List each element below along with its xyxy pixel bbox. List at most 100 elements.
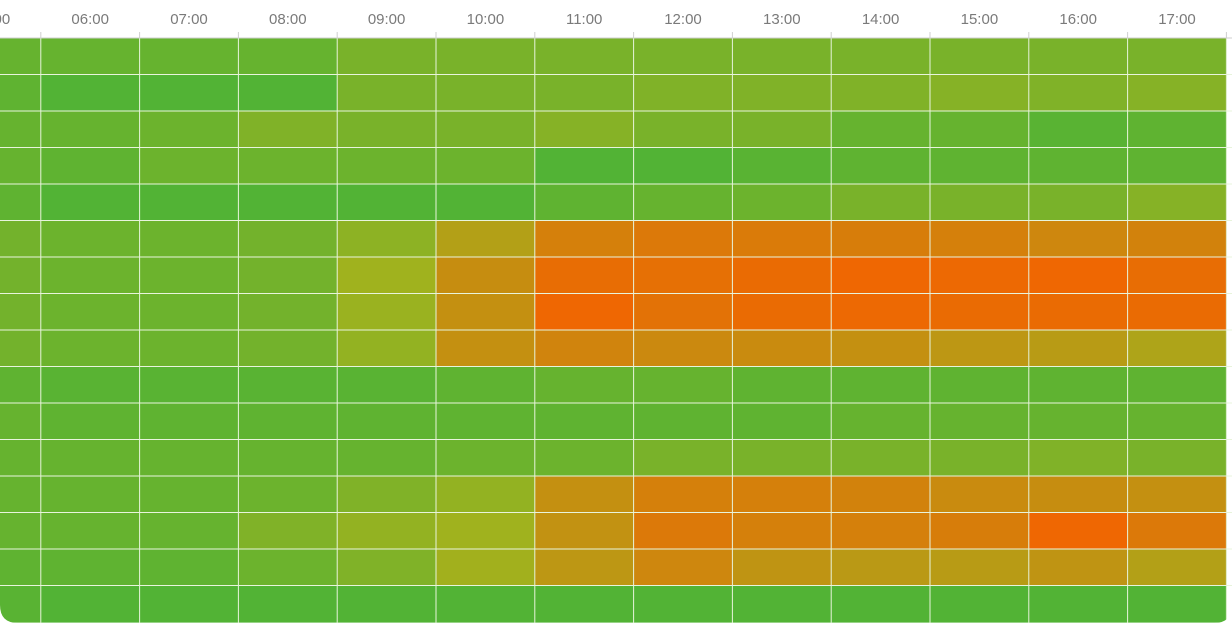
heatmap-cell [40, 111, 141, 149]
heatmap-cells [0, 38, 1227, 623]
heatmap-cell [139, 74, 239, 112]
heatmap-cell [238, 38, 338, 76]
heatmap-cell [238, 184, 338, 222]
heatmap-cell [732, 38, 832, 76]
heatmap-cell [436, 220, 536, 258]
heatmap-cell [40, 257, 141, 295]
heatmap-cell [534, 257, 635, 295]
heatmap-cell [337, 38, 437, 76]
heatmap-cell [831, 184, 931, 222]
heatmap-cell [831, 257, 931, 295]
heatmap-cell [0, 293, 42, 331]
heatmap-cell [1028, 439, 1129, 477]
heatmap-cell [1028, 366, 1129, 404]
heatmap-cell [633, 366, 733, 404]
heatmap-cell [534, 184, 635, 222]
heatmap-cell [633, 585, 733, 623]
heatmap-cell [139, 512, 239, 550]
heatmap-cell [1028, 74, 1129, 112]
heatmap-cell [40, 403, 141, 441]
heatmap-cell [1028, 38, 1129, 76]
heatmap-cell [732, 439, 832, 477]
heatmap-cell [238, 585, 338, 623]
heatmap-cell [40, 330, 141, 368]
heatmap-cell [534, 293, 635, 331]
heatmap-cell [238, 330, 338, 368]
heatmap-cell [337, 439, 437, 477]
heatmap-cell [0, 512, 42, 550]
heatmap-cell [930, 293, 1030, 331]
heatmap-cell [139, 257, 239, 295]
x-tick-label: 14:00 [862, 11, 900, 28]
x-tick-label: 10:00 [467, 11, 505, 28]
heatmap-cell [732, 476, 832, 514]
heatmap-cell [139, 476, 239, 514]
heatmap-cell [534, 220, 635, 258]
heatmap-cell [732, 147, 832, 185]
heatmap-cell [40, 184, 141, 222]
heatmap-cell [337, 111, 437, 149]
heatmap-cell [1127, 439, 1227, 477]
heatmap-cell [1028, 220, 1129, 258]
heatmap-cell [0, 257, 42, 295]
heatmap-cell [1127, 111, 1227, 149]
heatmap-cell [534, 439, 635, 477]
x-tick-label: 05:00 [0, 11, 10, 28]
heatmap-cell [930, 512, 1030, 550]
heatmap-cell [337, 476, 437, 514]
heatmap-cell [337, 257, 437, 295]
heatmap-cell [732, 403, 832, 441]
heatmap-cell [337, 330, 437, 368]
heatmap-cell [633, 111, 733, 149]
heatmap-cell [732, 366, 832, 404]
x-tick-label: 09:00 [368, 11, 406, 28]
heatmap-cell [1028, 257, 1129, 295]
x-tick-label: 11:00 [566, 11, 602, 28]
heatmap-cell [1127, 512, 1227, 550]
heatmap-cell [831, 330, 931, 368]
heatmap-cell [534, 585, 635, 623]
heatmap-cell [732, 184, 832, 222]
heatmap-cell [732, 74, 832, 112]
heatmap-cell [930, 366, 1030, 404]
x-tick-label: 15:00 [961, 11, 999, 28]
heatmap-cell [1127, 476, 1227, 514]
heatmap-cell [831, 38, 931, 76]
heatmap-cell [238, 366, 338, 404]
heatmap-cell [930, 549, 1030, 587]
heatmap-cell [534, 74, 635, 112]
heatmap-cell [534, 403, 635, 441]
heatmap-cell [0, 220, 42, 258]
heatmap-cell [534, 366, 635, 404]
heatmap-cell [930, 330, 1030, 368]
heatmap-cell [436, 476, 536, 514]
heatmap-cell [1127, 293, 1227, 331]
heatmap-cell [1028, 403, 1129, 441]
heatmap-cell [139, 549, 239, 587]
heatmap-cell [1028, 330, 1129, 368]
heatmap-cell [1127, 330, 1227, 368]
x-tick-label: 13:00 [763, 11, 801, 28]
heatmap-cell [0, 184, 42, 222]
heatmap-cell [337, 512, 437, 550]
heatmap-cell [238, 439, 338, 477]
heatmap-cell [732, 585, 832, 623]
heatmap-cell [1028, 512, 1129, 550]
heatmap-cell [534, 111, 635, 149]
heatmap-cell [1127, 549, 1227, 587]
heatmap-cell [0, 330, 42, 368]
heatmap-cell [1028, 111, 1129, 149]
x-tick-label: 16:00 [1059, 11, 1097, 28]
heatmap-cell [633, 184, 733, 222]
heatmap-cell [831, 549, 931, 587]
heatmap-cell [633, 293, 733, 331]
heatmap-cell [0, 74, 42, 112]
heatmap-cell [633, 330, 733, 368]
heatmap-cell [436, 111, 536, 149]
heatmap-cell [436, 293, 536, 331]
heatmap-cell [436, 512, 536, 550]
heatmap-cell [633, 512, 733, 550]
heatmap-cell [337, 220, 437, 258]
